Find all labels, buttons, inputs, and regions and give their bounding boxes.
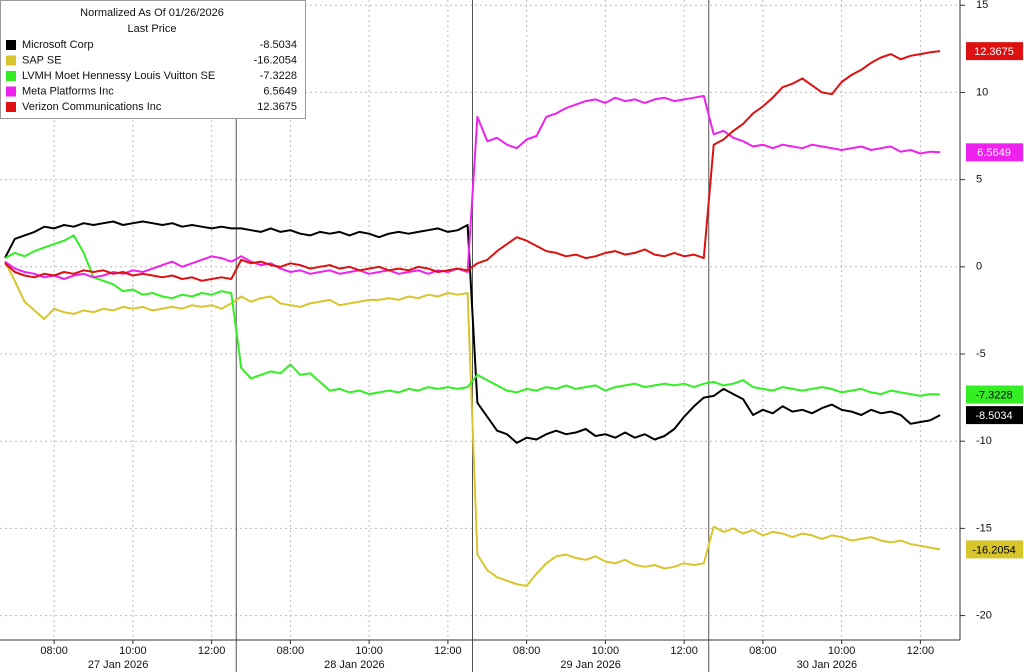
- legend-label: SAP SE: [22, 54, 62, 66]
- last-value-box: [966, 406, 1023, 425]
- y-tick-label: -20: [976, 609, 992, 621]
- y-tick-label: -10: [976, 435, 992, 447]
- legend-title: Normalized As Of 01/26/2026: [80, 7, 224, 19]
- x-tick-label: 08:00: [40, 645, 68, 657]
- x-group-label: 27 Jan 2026: [88, 659, 149, 671]
- legend-label: Microsoft Corp: [22, 39, 94, 51]
- series-line: [4, 220, 941, 444]
- x-tick-label: 12:00: [670, 645, 698, 657]
- last-value-label: 12.3675: [974, 46, 1014, 58]
- last-value-box: [966, 143, 1023, 162]
- legend-swatch: [6, 71, 16, 81]
- last-value-box: [966, 540, 1023, 559]
- y-tick-label: -5: [976, 348, 986, 360]
- last-value-label: -8.5034: [975, 410, 1012, 422]
- y-tick-label: 5: [976, 174, 982, 186]
- x-group-label: 30 Jan 2026: [797, 659, 858, 671]
- last-value-label: -7.3228: [975, 389, 1012, 401]
- legend-value: -7.3228: [260, 70, 297, 82]
- x-tick-label: 08:00: [277, 645, 305, 657]
- series-line: [4, 94, 941, 280]
- legend-swatch: [6, 55, 16, 66]
- legend-box: [0, 0, 306, 119]
- x-tick-label: 08:00: [513, 645, 541, 657]
- series-line: [4, 50, 941, 282]
- x-tick-label: 10:00: [592, 645, 620, 657]
- legend-value: 6.5649: [263, 85, 297, 97]
- x-tick-label: 12:00: [434, 645, 462, 657]
- y-tick-label: 15: [976, 0, 988, 11]
- legend: Normalized As Of 01/26/2026 Last Price Mic…: [0, 0, 306, 119]
- legend-label: Meta Platforms Inc: [22, 85, 114, 97]
- x-tick-label: 12:00: [198, 645, 226, 657]
- x-tick-label: 08:00: [749, 645, 777, 657]
- legend-label: Verizon Communications Inc: [22, 101, 162, 113]
- x-group-label: 29 Jan 2026: [560, 659, 621, 671]
- last-value-box: [966, 42, 1023, 61]
- x-tick-label: 10:00: [355, 645, 383, 657]
- x-tick-label: 12:00: [907, 645, 935, 657]
- legend-value: 12.3675: [257, 101, 297, 113]
- x-tick-label: 10:00: [828, 645, 856, 657]
- y-tick-label: 10: [976, 86, 988, 98]
- last-value-box: [966, 385, 1023, 404]
- legend-subtitle: Last Price: [128, 23, 177, 35]
- x-tick-label: 10:00: [119, 645, 147, 657]
- last-value-label: 6.5649: [977, 147, 1011, 159]
- legend-label: LVMH Moet Hennessy Louis Vuitton SE: [22, 70, 215, 82]
- y-tick-label: -15: [976, 522, 992, 534]
- x-group-label: 28 Jan 2026: [324, 659, 385, 671]
- series-line: [4, 234, 941, 397]
- legend-swatch: [6, 102, 16, 112]
- series-line: [4, 261, 941, 587]
- legend-swatch: [6, 86, 16, 97]
- last-value-label: -16.2054: [972, 544, 1015, 556]
- legend-swatch: [6, 40, 16, 50]
- legend-value: -8.5034: [260, 39, 297, 51]
- y-tick-label: 0: [976, 261, 982, 273]
- legend-value: -16.2054: [254, 54, 297, 66]
